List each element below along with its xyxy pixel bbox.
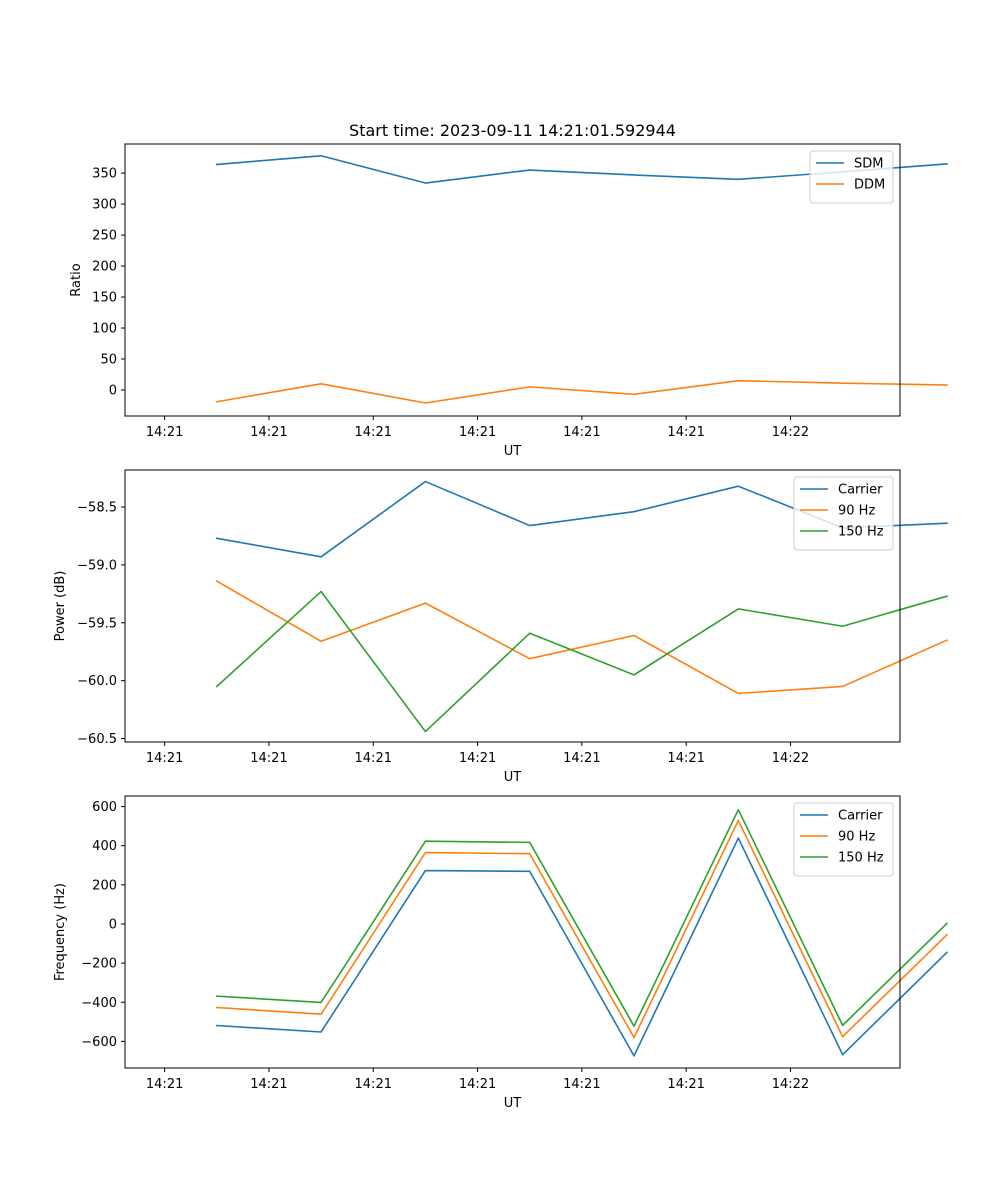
x-tick-label: 14:21 — [355, 1077, 392, 1092]
legend-label: 90 Hz — [838, 830, 875, 845]
axes-frame — [124, 795, 901, 1069]
legend-box — [809, 150, 894, 204]
axes-frame — [124, 143, 901, 417]
x-tick-label: 14:21 — [459, 425, 496, 440]
legend: Carrier 90 Hz 150 Hz — [793, 802, 894, 877]
y-tick-label: −600 — [81, 1035, 117, 1050]
legend-label: Carrier — [838, 483, 883, 498]
x-tick-label: 14:22 — [772, 751, 809, 766]
legend-label: DDM — [854, 178, 885, 193]
x-tick-label: 14:21 — [667, 425, 704, 440]
y-tick-label: −60.0 — [77, 674, 117, 689]
legend-label: Carrier — [838, 809, 883, 824]
x-tick-label: 14:22 — [772, 1077, 809, 1092]
y-tick-label: −200 — [81, 957, 117, 972]
figure-title: Start time: 2023-09-11 14:21:01.592944 — [349, 121, 676, 140]
y-tick-label: 0 — [109, 383, 117, 398]
y-tick-label: 250 — [92, 229, 117, 244]
series-line-carrier — [215, 837, 949, 1057]
y-tick-label: −59.5 — [77, 616, 117, 631]
legend-label: 150 Hz — [838, 851, 884, 866]
x-tick-label: 14:21 — [146, 425, 183, 440]
y-tick-label: 200 — [92, 878, 117, 893]
series-line-150-hz — [215, 808, 949, 1027]
x-tick-label: 14:21 — [146, 1077, 183, 1092]
subplot-frequency: 14:21 14:21 14:21 14:21 14:21 14:21 14:22 −600 −… — [53, 795, 949, 1111]
x-axis-label: UT — [504, 444, 522, 459]
y-axis-label: Power (dB) — [53, 571, 68, 642]
y-axis-label: Ratio — [69, 263, 84, 296]
legend-label: 150 Hz — [838, 525, 884, 540]
y-tick-label: 600 — [92, 800, 117, 815]
y-tick-label: 350 — [92, 167, 117, 182]
y-tick-label: 300 — [92, 198, 117, 213]
y-tick-label: −60.5 — [77, 732, 117, 747]
y-tick-label: 400 — [92, 839, 117, 854]
y-tick-label: 200 — [92, 260, 117, 275]
x-tick-label: 14:21 — [563, 425, 600, 440]
series-line-90-hz — [215, 819, 949, 1039]
x-tick-label: 14:21 — [667, 1077, 704, 1092]
x-tick-label: 14:21 — [459, 1077, 496, 1092]
y-tick-label: 100 — [92, 322, 117, 337]
x-tick-label: 14:21 — [250, 1077, 287, 1092]
series-line-90-hz — [215, 580, 948, 695]
x-tick-label: 14:21 — [250, 751, 287, 766]
x-tick-label: 14:22 — [772, 425, 809, 440]
subplot-power: 14:21 14:21 14:21 14:21 14:21 14:21 14:22 −60.5… — [53, 469, 948, 785]
x-tick-label: 14:21 — [146, 751, 183, 766]
y-tick-label: −59.0 — [77, 558, 117, 573]
legend-label: SDM — [854, 157, 883, 172]
y-tick-label: −400 — [81, 996, 117, 1011]
series-line-ddm — [215, 379, 948, 404]
x-tick-label: 14:21 — [355, 425, 392, 440]
subplot-ratio: 14:21 14:21 14:21 14:21 14:21 14:21 14:22 0 50 10… — [69, 143, 948, 459]
x-tick-label: 14:21 — [563, 751, 600, 766]
y-tick-label: 0 — [109, 917, 117, 932]
y-tick-label: 150 — [92, 291, 117, 306]
y-axis-label: Frequency (Hz) — [53, 883, 68, 981]
x-tick-label: 14:21 — [459, 751, 496, 766]
y-tick-label: 50 — [100, 352, 117, 367]
x-axis-label: UT — [504, 770, 522, 785]
legend: SDM DDM — [809, 150, 894, 204]
x-tick-label: 14:21 — [563, 1077, 600, 1092]
legend: Carrier 90 Hz 150 Hz — [793, 476, 894, 551]
x-tick-label: 14:21 — [667, 751, 704, 766]
series-line-150-hz — [215, 590, 948, 733]
y-tick-label: −58.5 — [77, 501, 117, 516]
legend-label: 90 Hz — [838, 504, 875, 519]
x-tick-label: 14:21 — [250, 425, 287, 440]
x-axis-label: UT — [504, 1096, 522, 1111]
x-tick-label: 14:21 — [355, 751, 392, 766]
axes-frame — [124, 469, 901, 743]
